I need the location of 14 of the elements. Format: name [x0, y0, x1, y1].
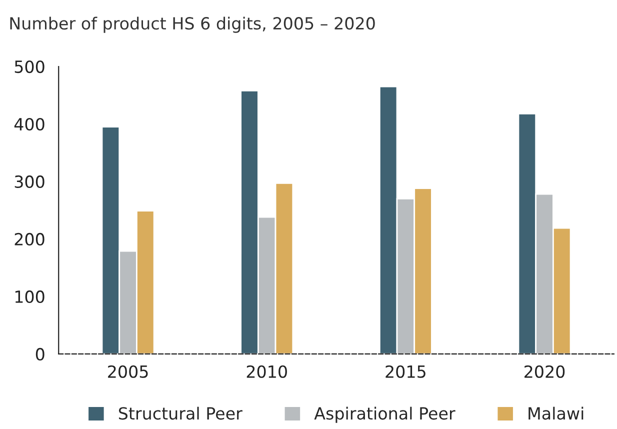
y-tick-label: 400	[14, 118, 44, 131]
y-tick-label: 300	[14, 175, 44, 188]
y-tick-label: 200	[14, 232, 44, 246]
x-tick-label: 2015	[386, 365, 426, 378]
legend-label: Aspirational Peer	[314, 406, 456, 423]
y-tick-label: 0	[36, 348, 44, 360]
x-tick-label: 2005	[108, 365, 148, 378]
y-tick-label: 500	[14, 60, 44, 74]
chart-title: Number of product HS 6 digits, 2005 – 2020	[10, 16, 375, 33]
x-tick-label: 2020	[524, 365, 565, 378]
y-tick-label: 100	[15, 290, 44, 304]
x-tick-label: 2010	[246, 365, 287, 378]
legend-label: Malawi	[528, 406, 584, 420]
legend-label: Structural Peer	[118, 406, 242, 420]
